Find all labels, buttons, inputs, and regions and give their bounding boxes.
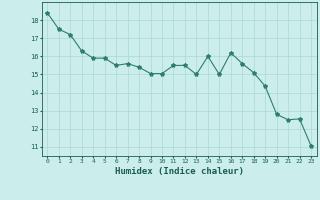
X-axis label: Humidex (Indice chaleur): Humidex (Indice chaleur)	[115, 167, 244, 176]
